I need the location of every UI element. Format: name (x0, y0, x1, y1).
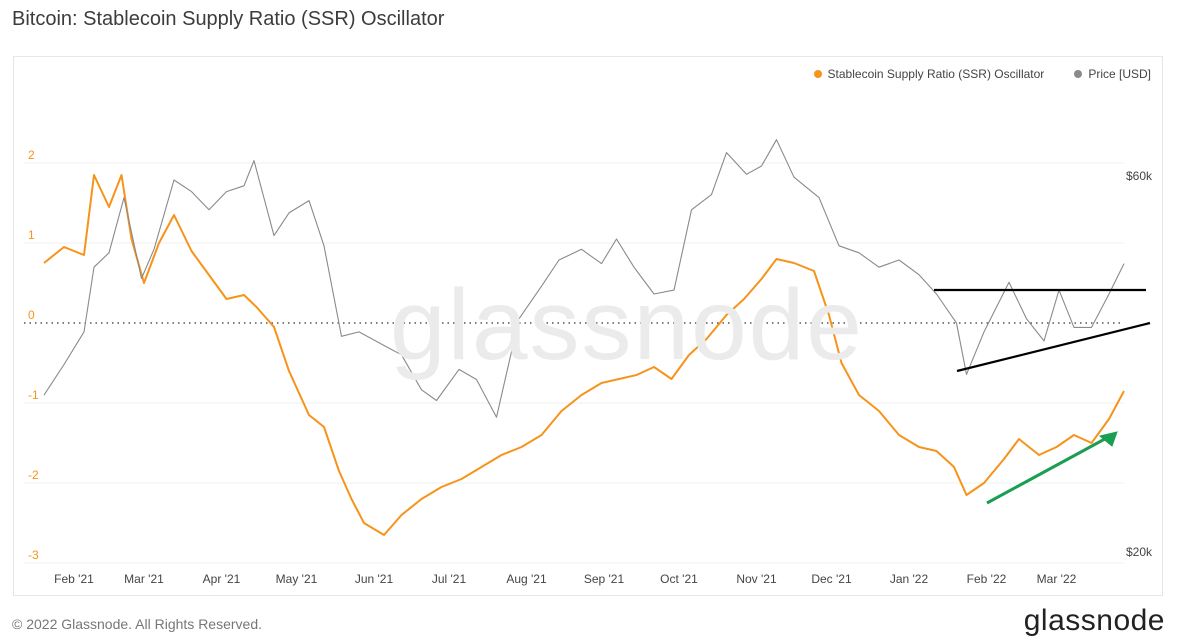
chart-frame (13, 56, 1163, 596)
y-left-tick-label: -2 (28, 468, 39, 482)
series-line-price (43, 139, 1125, 418)
y-right-tick-label: $20k (1126, 545, 1153, 559)
x-tick-label: May '21 (276, 572, 318, 586)
copyright-footer: © 2022 Glassnode. All Rights Reserved. (12, 616, 263, 632)
y-right-tick-label: $60k (1126, 169, 1153, 183)
x-tick-label: Sep '21 (584, 572, 625, 586)
x-tick-label: Nov '21 (736, 572, 777, 586)
uptrend-arrowhead (1098, 431, 1118, 447)
y-left-tick-label: -1 (28, 388, 39, 402)
y-left-tick-label: 2 (28, 148, 35, 162)
legend-label-ssr: Stablecoin Supply Ratio (SSR) Oscillator (827, 67, 1045, 81)
page-title: Bitcoin: Stablecoin Supply Ratio (SSR) O… (12, 8, 445, 30)
watermark: glassnode (390, 269, 864, 381)
legend: Stablecoin Supply Ratio (SSR) Oscillator… (813, 67, 1151, 81)
x-tick-label: Feb '21 (54, 572, 94, 586)
series-line-ssr (43, 174, 1125, 536)
legend-dot-ssr (813, 70, 822, 78)
legend-label-price: Price [USD] (1088, 67, 1151, 81)
y-left-tick-label: -3 (28, 548, 39, 562)
brand-logo[interactable]: glassnode (1023, 604, 1165, 637)
legend-item-ssr[interactable]: Stablecoin Supply Ratio (SSR) Oscillator (813, 67, 1045, 81)
x-tick-label: Feb '22 (967, 572, 1007, 586)
support-trendline (956, 321, 1151, 373)
x-tick-label: Mar '21 (124, 572, 164, 586)
legend-item-price[interactable]: Price [USD] (1074, 67, 1151, 81)
x-tick-label: Oct '21 (660, 572, 698, 586)
x-tick-label: Jan '22 (890, 572, 929, 586)
y-left-tick-label: 1 (28, 228, 35, 242)
x-tick-label: Apr '21 (203, 572, 241, 586)
x-tick-label: Jul '21 (432, 572, 467, 586)
y-left-tick-label: 0 (28, 308, 35, 322)
x-tick-label: Jun '21 (355, 572, 394, 586)
x-tick-label: Mar '22 (1037, 572, 1077, 586)
x-tick-label: Aug '21 (506, 572, 547, 586)
uptrend-arrow-line (986, 432, 1115, 505)
legend-dot-price (1074, 70, 1083, 78)
x-tick-label: Dec '21 (811, 572, 852, 586)
